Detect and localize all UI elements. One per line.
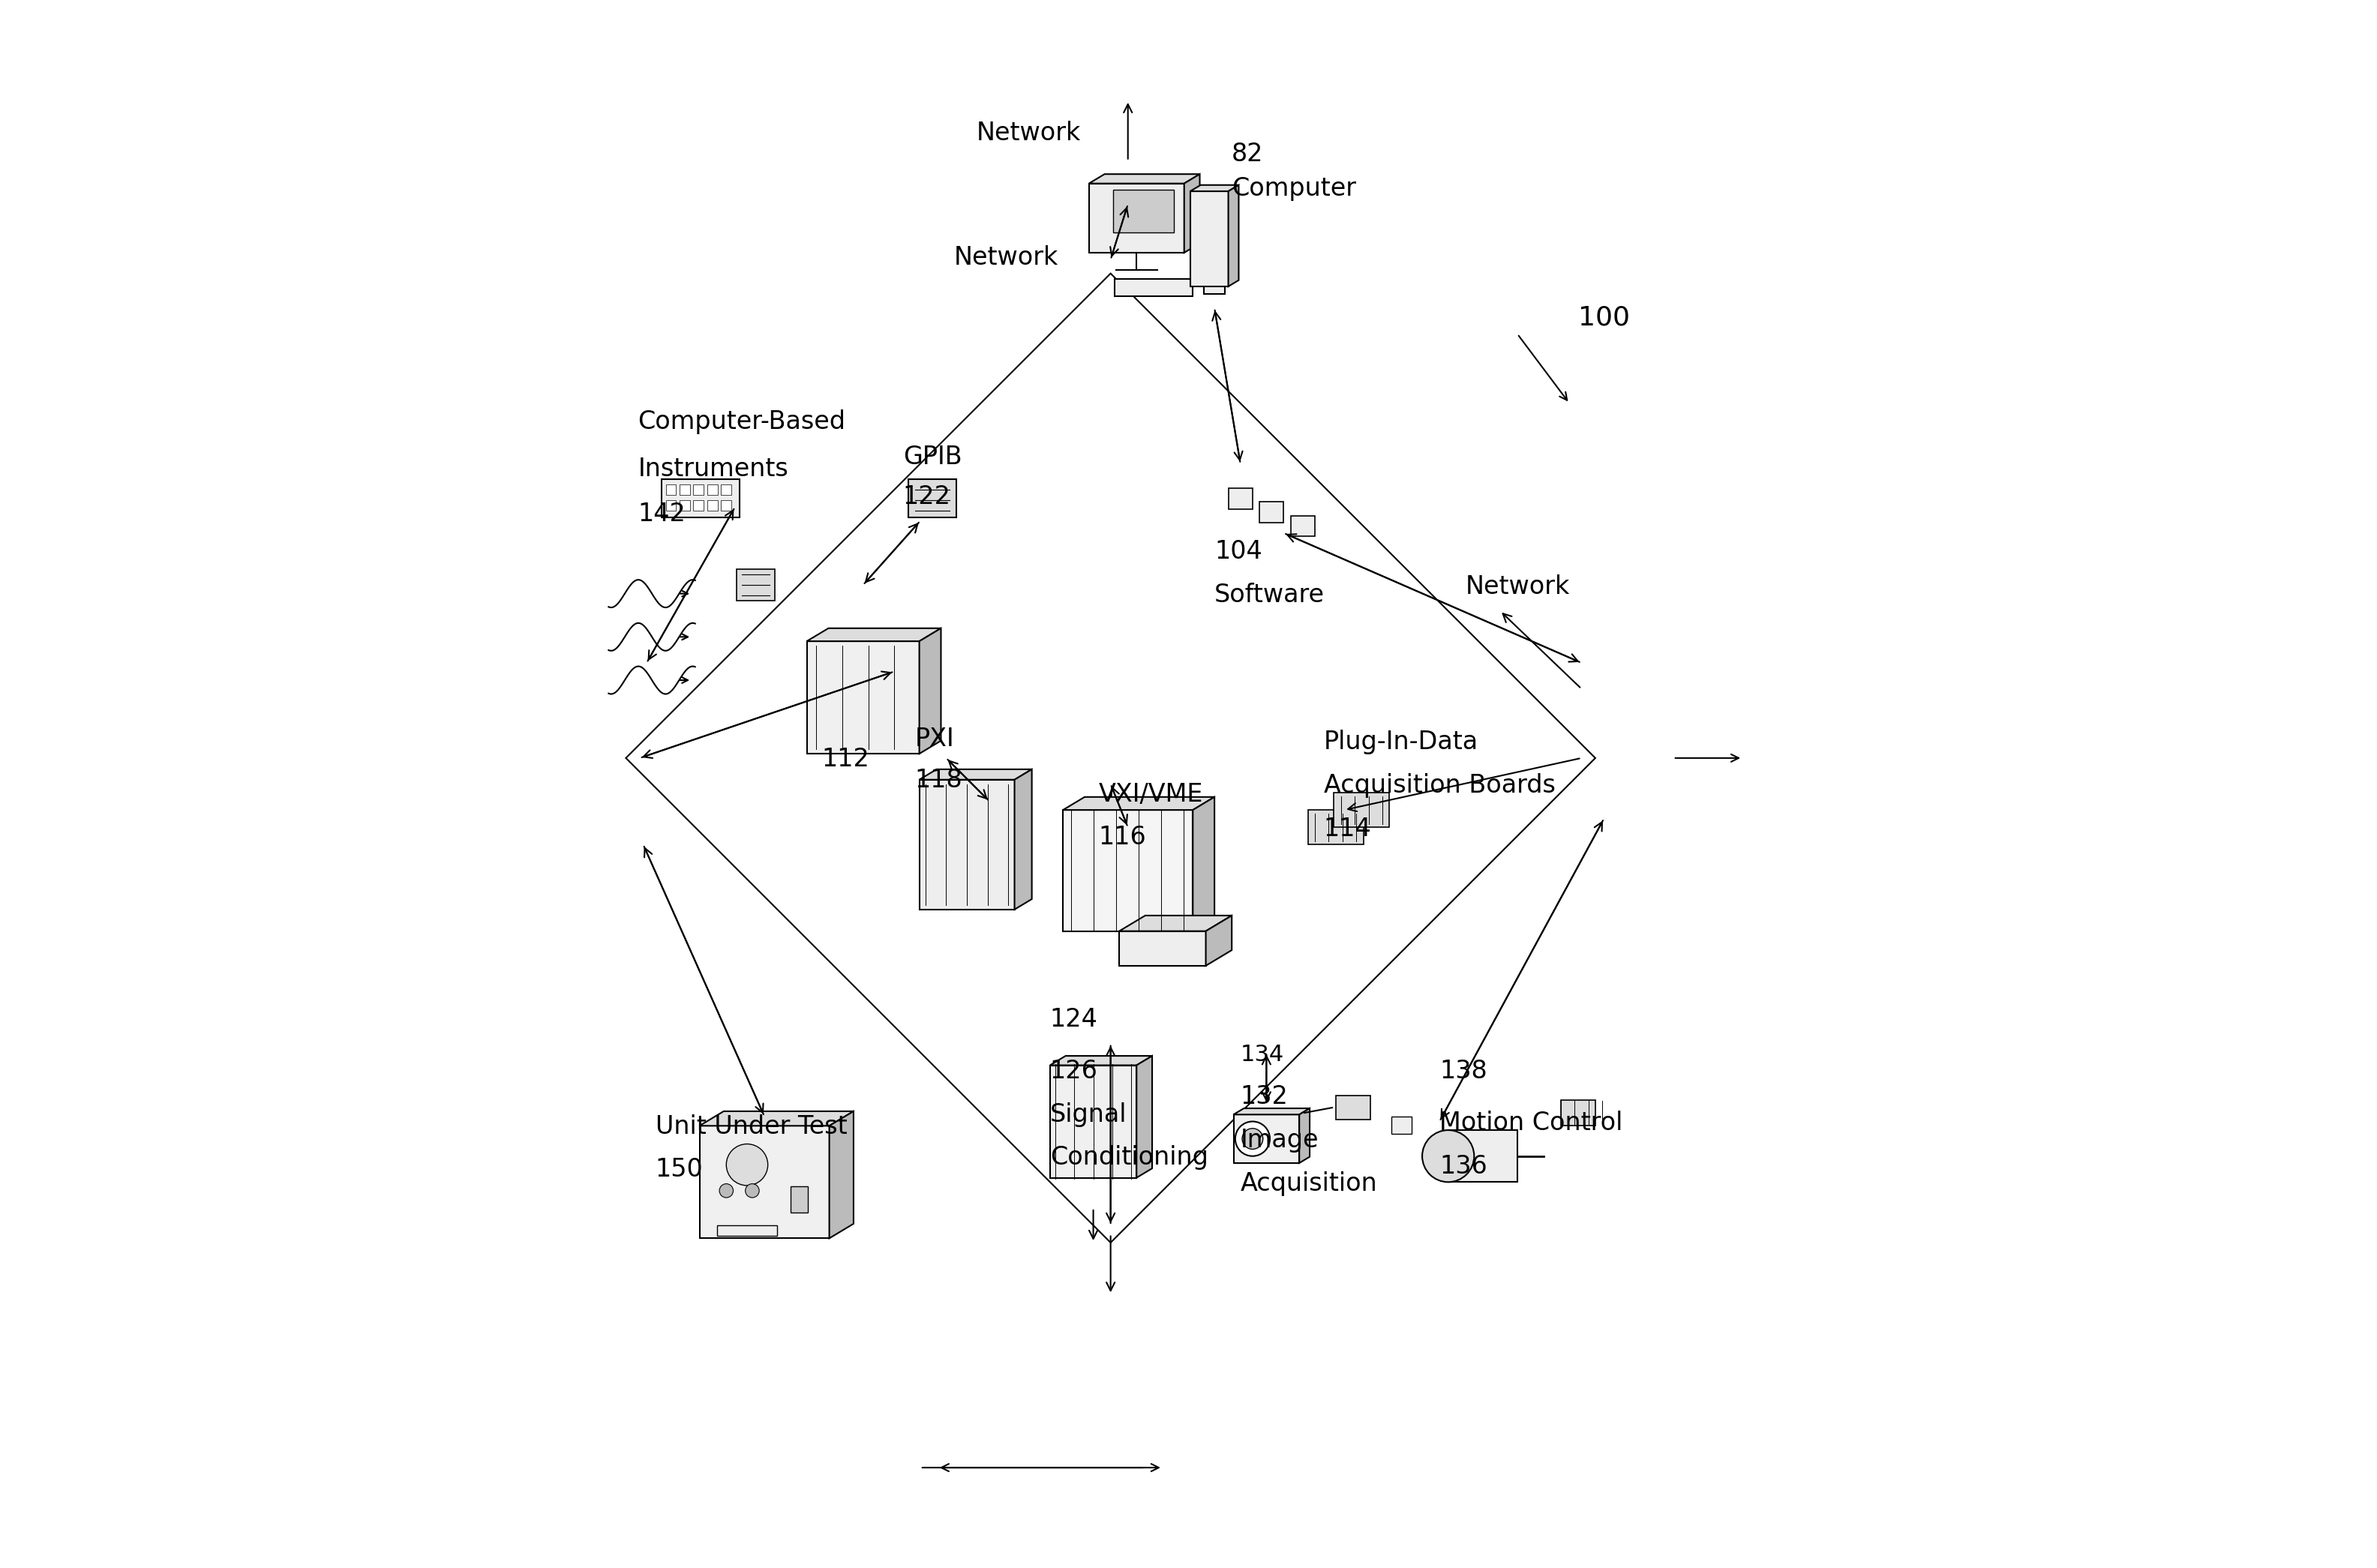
Polygon shape — [1391, 1116, 1412, 1134]
Text: Acquisition Boards: Acquisition Boards — [1324, 773, 1555, 798]
Text: 104: 104 — [1215, 539, 1262, 564]
Text: PXI: PXI — [915, 726, 956, 751]
Text: 142: 142 — [637, 502, 687, 527]
Polygon shape — [666, 485, 675, 495]
Text: Instruments: Instruments — [637, 456, 789, 481]
Polygon shape — [1115, 279, 1193, 296]
Text: 112: 112 — [822, 748, 870, 771]
Polygon shape — [1136, 1055, 1153, 1178]
Polygon shape — [1300, 1109, 1310, 1163]
Text: 82: 82 — [1231, 141, 1265, 166]
Text: 116: 116 — [1098, 825, 1146, 850]
Polygon shape — [1234, 1109, 1310, 1115]
Text: Computer: Computer — [1231, 176, 1357, 201]
Polygon shape — [1184, 174, 1200, 252]
Text: Plug-In-Data: Plug-In-Data — [1324, 729, 1478, 754]
Text: Conditioning: Conditioning — [1051, 1145, 1208, 1170]
Polygon shape — [1051, 1065, 1136, 1178]
Text: 122: 122 — [903, 485, 951, 510]
Text: 126: 126 — [1051, 1058, 1098, 1083]
Text: Software: Software — [1215, 583, 1324, 607]
Polygon shape — [806, 641, 920, 754]
Text: GPIB: GPIB — [903, 444, 963, 469]
Circle shape — [1421, 1131, 1474, 1182]
Polygon shape — [1229, 185, 1238, 287]
Text: Image: Image — [1241, 1127, 1319, 1152]
Text: VXI/VME: VXI/VME — [1098, 782, 1203, 806]
Polygon shape — [789, 1187, 808, 1212]
Polygon shape — [699, 1112, 853, 1126]
Polygon shape — [694, 485, 704, 495]
Polygon shape — [1333, 793, 1388, 828]
Polygon shape — [1191, 191, 1229, 287]
Polygon shape — [708, 500, 718, 511]
Text: Network: Network — [953, 245, 1058, 270]
Text: Computer-Based: Computer-Based — [637, 409, 846, 434]
Polygon shape — [1015, 770, 1032, 909]
Polygon shape — [1120, 916, 1231, 931]
Polygon shape — [1089, 174, 1200, 183]
Polygon shape — [1063, 811, 1193, 931]
Circle shape — [1243, 1129, 1262, 1149]
Text: 100: 100 — [1578, 306, 1631, 331]
Polygon shape — [1562, 1099, 1595, 1126]
Text: Network: Network — [1467, 574, 1569, 599]
Polygon shape — [1229, 488, 1253, 510]
Polygon shape — [1112, 190, 1174, 232]
Polygon shape — [1336, 1096, 1369, 1120]
Polygon shape — [694, 500, 704, 511]
Polygon shape — [920, 770, 1032, 779]
Polygon shape — [1193, 797, 1215, 931]
Text: 134: 134 — [1241, 1044, 1284, 1065]
Text: Motion Control: Motion Control — [1440, 1110, 1623, 1135]
Polygon shape — [1120, 931, 1205, 966]
Text: Network: Network — [977, 121, 1082, 146]
Polygon shape — [908, 480, 956, 517]
Text: 132: 132 — [1241, 1085, 1288, 1110]
Text: 136: 136 — [1440, 1154, 1488, 1179]
Circle shape — [720, 1184, 732, 1198]
Text: 124: 124 — [1051, 1007, 1098, 1032]
Polygon shape — [1234, 1115, 1300, 1163]
Circle shape — [727, 1145, 768, 1185]
Text: 114: 114 — [1324, 817, 1372, 840]
Polygon shape — [1448, 1131, 1517, 1182]
Polygon shape — [1051, 1055, 1153, 1065]
Polygon shape — [1191, 185, 1238, 191]
Polygon shape — [1205, 281, 1224, 295]
Polygon shape — [1307, 811, 1364, 845]
Text: Unit Under Test: Unit Under Test — [656, 1115, 846, 1138]
Polygon shape — [708, 485, 718, 495]
Polygon shape — [1089, 183, 1184, 252]
Polygon shape — [830, 1112, 853, 1239]
Polygon shape — [680, 485, 689, 495]
Polygon shape — [1063, 797, 1215, 811]
Polygon shape — [920, 629, 941, 754]
Polygon shape — [680, 500, 689, 511]
Polygon shape — [661, 480, 739, 517]
Polygon shape — [806, 629, 941, 641]
Polygon shape — [718, 1225, 777, 1236]
Circle shape — [746, 1184, 758, 1198]
Polygon shape — [1205, 916, 1231, 966]
Polygon shape — [737, 569, 775, 601]
Polygon shape — [720, 485, 732, 495]
Polygon shape — [699, 1126, 830, 1239]
Text: 138: 138 — [1440, 1058, 1488, 1083]
Text: Acquisition: Acquisition — [1241, 1171, 1379, 1196]
Polygon shape — [720, 500, 732, 511]
Text: Signal: Signal — [1051, 1102, 1127, 1127]
Text: 150: 150 — [656, 1157, 704, 1182]
Polygon shape — [1260, 502, 1284, 522]
Polygon shape — [920, 779, 1015, 909]
Polygon shape — [666, 500, 675, 511]
Text: 118: 118 — [915, 768, 963, 793]
Circle shape — [1236, 1121, 1269, 1156]
Polygon shape — [1291, 516, 1314, 536]
